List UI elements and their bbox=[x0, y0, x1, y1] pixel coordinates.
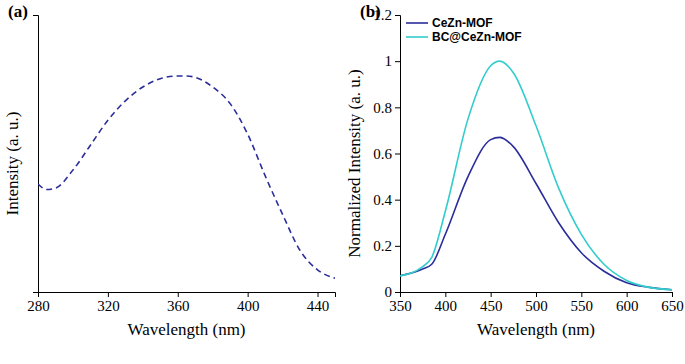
y-tick-label: 0 bbox=[385, 284, 393, 300]
legend-label: BC@CeZn-MOF bbox=[432, 30, 522, 44]
y-axis bbox=[33, 16, 39, 293]
x-tick: 600 bbox=[616, 292, 639, 314]
x-tick: 450 bbox=[480, 292, 503, 314]
y-axis-line bbox=[395, 16, 401, 293]
x-tick-label: 500 bbox=[525, 298, 548, 314]
x-tick-label: 550 bbox=[571, 298, 594, 314]
x-tick: 350 bbox=[389, 292, 412, 314]
x-tick-label: 400 bbox=[237, 298, 260, 314]
x-tick-label: 350 bbox=[389, 298, 412, 314]
y-tick-mark bbox=[395, 292, 400, 293]
x-axis: 350 400 450 500 550 600 650 bbox=[389, 292, 684, 314]
y-tick: 0.2 bbox=[373, 238, 400, 254]
x-tick-label: 600 bbox=[616, 298, 639, 314]
x-tick-mark bbox=[672, 292, 673, 297]
y-tick-label: 0.2 bbox=[373, 238, 392, 254]
plot-area bbox=[38, 76, 335, 278]
legend: CeZn-MOFBC@CeZn-MOF bbox=[406, 16, 522, 44]
x-tick-label: 360 bbox=[167, 298, 190, 314]
y-tick-label: 0.8 bbox=[373, 100, 392, 116]
chart: 35040045050055060065000.20.40.60.811.2Ce… bbox=[345, 2, 684, 339]
y-tick-mark bbox=[395, 154, 400, 155]
x-tick: 400 bbox=[435, 292, 458, 314]
x-tick-label: 450 bbox=[480, 298, 503, 314]
x-axis-title: Wavelength (nm) bbox=[127, 320, 245, 339]
x-tick: 550 bbox=[571, 292, 594, 314]
y-tick-mark bbox=[395, 246, 400, 247]
y-axis-title: Normalized Intensity (a. u.) bbox=[345, 69, 364, 257]
figure: 280 320 360 400 440 (a) Wavelength (nm) Intensi… bbox=[0, 0, 685, 364]
chart: 280 320 360 400 440 (a) Wavelength (nm) Intensi… bbox=[3, 2, 336, 339]
x-tick: 320 bbox=[97, 292, 120, 314]
x-tick-mark bbox=[581, 292, 582, 297]
y-tick-label: 1 bbox=[385, 53, 393, 69]
x-tick: 360 bbox=[167, 292, 190, 314]
y-tick: 1 bbox=[385, 53, 401, 69]
y-tick-mark bbox=[395, 107, 400, 108]
panel-title: (a) bbox=[8, 2, 28, 21]
x-tick-label: 320 bbox=[97, 298, 120, 314]
x-tick: 400 bbox=[237, 292, 260, 314]
series-line bbox=[38, 76, 335, 278]
y-tick-label: 0.4 bbox=[373, 192, 392, 208]
y-axis-title: Intensity (a. u.) bbox=[3, 112, 22, 216]
y-tick: 0.8 bbox=[373, 100, 400, 116]
y-tick-label: 0.6 bbox=[373, 146, 392, 162]
y-axis-line bbox=[33, 16, 39, 293]
series-line bbox=[400, 137, 672, 289]
y-tick: 0.4 bbox=[373, 192, 400, 208]
panel-title: (b) bbox=[360, 2, 381, 21]
x-tick-mark bbox=[491, 292, 492, 297]
y-tick-mark bbox=[395, 200, 400, 201]
x-tick-mark bbox=[536, 292, 537, 297]
x-axis-line bbox=[39, 293, 336, 298]
x-tick-label: 650 bbox=[661, 298, 684, 314]
y-tick: 0.6 bbox=[373, 146, 400, 162]
x-tick: 650 bbox=[661, 292, 684, 314]
x-axis-line bbox=[401, 293, 673, 298]
y-axis: 00.20.40.60.811.2 bbox=[373, 7, 400, 300]
x-tick-mark bbox=[445, 292, 446, 297]
legend-label: CeZn-MOF bbox=[432, 16, 493, 30]
x-tick: 280 bbox=[27, 292, 50, 314]
x-axis: 280 320 360 400 440 bbox=[27, 292, 335, 314]
y-tick-mark bbox=[395, 61, 400, 62]
legend-swatch bbox=[406, 36, 428, 38]
x-tick-label: 440 bbox=[307, 298, 330, 314]
legend-swatch bbox=[406, 22, 428, 24]
plot-area bbox=[400, 61, 672, 290]
x-tick-label: 400 bbox=[435, 298, 458, 314]
x-tick-mark bbox=[248, 292, 249, 297]
x-tick-label: 280 bbox=[27, 298, 50, 314]
x-tick-mark bbox=[318, 292, 319, 297]
x-tick: 440 bbox=[307, 292, 330, 314]
x-tick: 500 bbox=[525, 292, 548, 314]
x-tick-mark bbox=[627, 292, 628, 297]
y-tick-mark bbox=[395, 15, 400, 16]
x-tick-mark bbox=[178, 292, 179, 297]
y-tick: 0 bbox=[385, 284, 401, 300]
x-tick-mark bbox=[108, 292, 109, 297]
series-line bbox=[400, 61, 672, 290]
x-axis-title: Wavelength (nm) bbox=[477, 320, 595, 339]
